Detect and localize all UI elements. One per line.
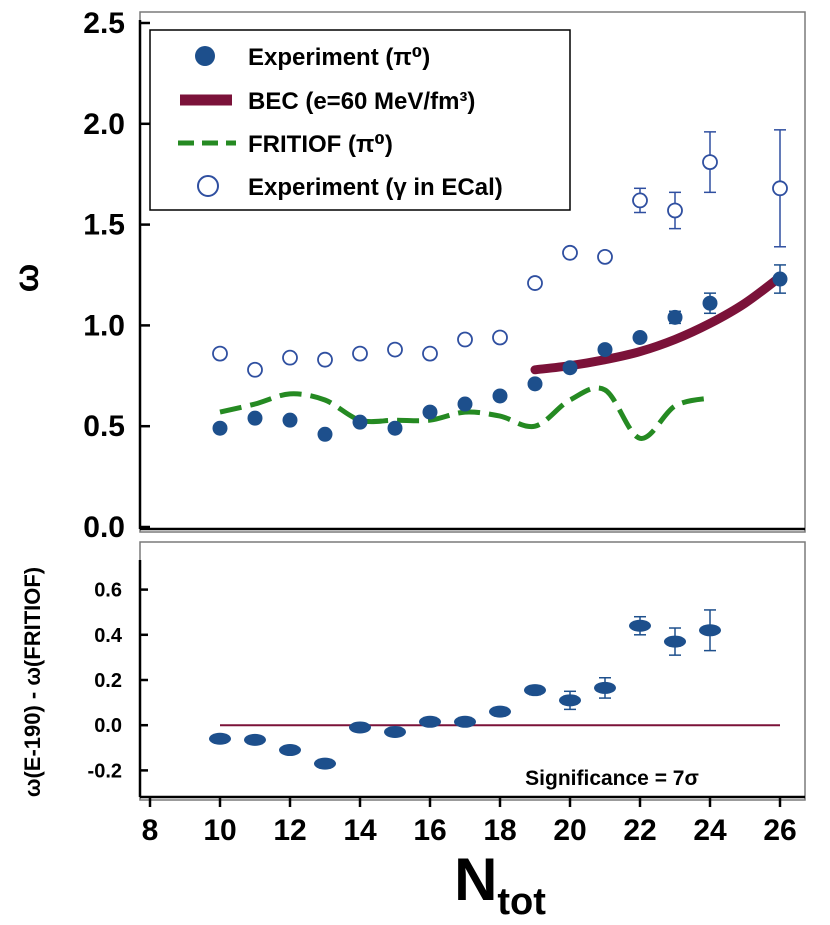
- experiment-gamma-point: [352, 345, 368, 362]
- experiment-gamma-point: [387, 341, 403, 358]
- legend-experiment-pi0-text: Experiment (π⁰): [248, 44, 430, 71]
- x-tick-label: 18: [483, 814, 516, 847]
- bottom-y-tick-label: 0.6: [94, 580, 122, 602]
- top-y-tick-label: 1.5: [83, 209, 125, 242]
- bottom-panel: -0.2 0.0 0.2 0.4 0.6 8 10 12 14 16 18 20 22 24 26 ω(E…: [20, 541, 806, 923]
- x-tick-label: 20: [553, 814, 586, 847]
- difference-point: [524, 684, 546, 697]
- experiment-pi0-point: [387, 420, 403, 436]
- difference-point: [279, 744, 301, 757]
- experiment-pi0-point: [772, 271, 788, 287]
- top-y-tick-label: 1.0: [83, 309, 125, 342]
- experiment-pi0-point: [702, 295, 718, 311]
- bec-curve: [530, 272, 785, 375]
- legend-fritiof-text: FRITIOF (π⁰): [248, 131, 393, 158]
- x-tick-label: 24: [693, 814, 727, 847]
- experiment-gamma-point: [527, 275, 543, 291]
- top-y-tick-label: 0.0: [83, 511, 125, 544]
- significance-annotation: Significance = 7σ: [525, 767, 699, 790]
- experiment-pi0-point: [457, 396, 473, 412]
- top-y-tick-label: 2.0: [83, 108, 125, 141]
- bottom-y-tick-label: -0.2: [88, 760, 122, 782]
- legend-experiment-pi0-marker: [195, 46, 215, 66]
- bottom-y-tick-label: 0.2: [94, 670, 122, 692]
- x-axis-label: Ntot: [454, 846, 546, 923]
- experiment-gamma-point: [562, 244, 578, 261]
- experiment-pi0-point: [212, 420, 228, 436]
- bottom-y-tick-label: 0.0: [94, 715, 122, 737]
- experiment-pi0-point: [667, 309, 683, 325]
- fritiof-curve: [219, 385, 711, 441]
- difference-point: [244, 733, 266, 746]
- difference-point: [454, 715, 476, 728]
- difference-point: [594, 681, 616, 694]
- experiment-pi0-point: [422, 404, 438, 420]
- top-y-axis-label: ω: [8, 264, 46, 293]
- difference-point: [664, 635, 686, 648]
- bottom-x-ticks: 8 10 12 14 16 18 20 22 24 26: [142, 797, 797, 847]
- experiment-gamma-point: [492, 329, 508, 346]
- experiment-gamma-point: [422, 345, 438, 362]
- experiment-gamma-point: [667, 202, 683, 219]
- legend: Experiment (π⁰) BEC (e=60 MeV/fm³) FRITI…: [149, 29, 571, 211]
- experiment-pi0-point: [632, 329, 648, 345]
- legend-experiment-gamma-text: Experiment (γ in ECal): [248, 174, 503, 201]
- bottom-y-tick-label: 0.4: [94, 625, 123, 647]
- top-y-ticks: 0.0 0.5 1.0 1.5 2.0 2.5: [83, 7, 150, 544]
- x-tick-label: 22: [623, 814, 656, 847]
- experiment-pi0-point: [282, 412, 298, 428]
- legend-box: [149, 29, 571, 211]
- experiment-gamma-point: [212, 345, 228, 362]
- x-tick-label: 14: [343, 814, 377, 847]
- top-y-tick-label: 0.5: [83, 410, 125, 443]
- experiment-pi0-point: [352, 414, 368, 430]
- experiment-gamma-point: [597, 248, 613, 265]
- experiment-gamma-point: [772, 180, 788, 197]
- experiment-gamma-point: [702, 154, 718, 171]
- top-panel: 0.0 0.5 1.0 1.5 2.0 2.5 ω Experiment (π⁰) BEC…: [8, 7, 806, 544]
- x-tick-label: 16: [413, 814, 446, 847]
- bottom-plot-area: [209, 609, 780, 770]
- x-tick-label: 10: [203, 814, 236, 847]
- difference-point: [314, 757, 336, 770]
- difference-point: [629, 619, 651, 632]
- bottom-panel-frame: [139, 541, 806, 801]
- x-tick-label: 8: [142, 814, 159, 847]
- experiment-pi0-point: [597, 342, 613, 358]
- experiment-pi0-point: [527, 376, 543, 392]
- bottom-y-ticks: -0.2 0.0 0.2 0.4 0.6: [88, 580, 148, 782]
- difference-point: [349, 721, 371, 734]
- x-tick-label: 12: [273, 814, 306, 847]
- experiment-gamma-point: [457, 331, 473, 348]
- difference-point: [559, 694, 581, 707]
- difference-point: [489, 705, 511, 718]
- experiment-pi0-point: [562, 360, 578, 376]
- legend-experiment-gamma-marker: [197, 175, 219, 197]
- experiment-pi0-point: [492, 388, 508, 404]
- experiment-gamma-point: [317, 351, 333, 368]
- difference-point: [384, 725, 406, 738]
- x-axis-label-main: N: [454, 846, 497, 913]
- difference-point: [699, 624, 721, 637]
- experiment-pi0-point: [317, 426, 333, 442]
- difference-point: [209, 732, 231, 745]
- legend-bec-text: BEC (e=60 MeV/fm³): [248, 88, 475, 115]
- experiment-pi0-point: [247, 410, 263, 426]
- experiment-gamma-point: [247, 361, 263, 378]
- x-axis-label-subscript: tot: [497, 881, 546, 923]
- experiment-gamma-point: [632, 192, 648, 209]
- x-tick-label: 26: [763, 814, 796, 847]
- top-plot-area: [212, 129, 788, 442]
- difference-point: [419, 715, 441, 728]
- bottom-y-axis-label: ω(E-190) - ω(FRITIOF): [20, 567, 45, 797]
- top-y-tick-label: 2.5: [83, 7, 125, 40]
- experiment-gamma-point: [282, 349, 298, 366]
